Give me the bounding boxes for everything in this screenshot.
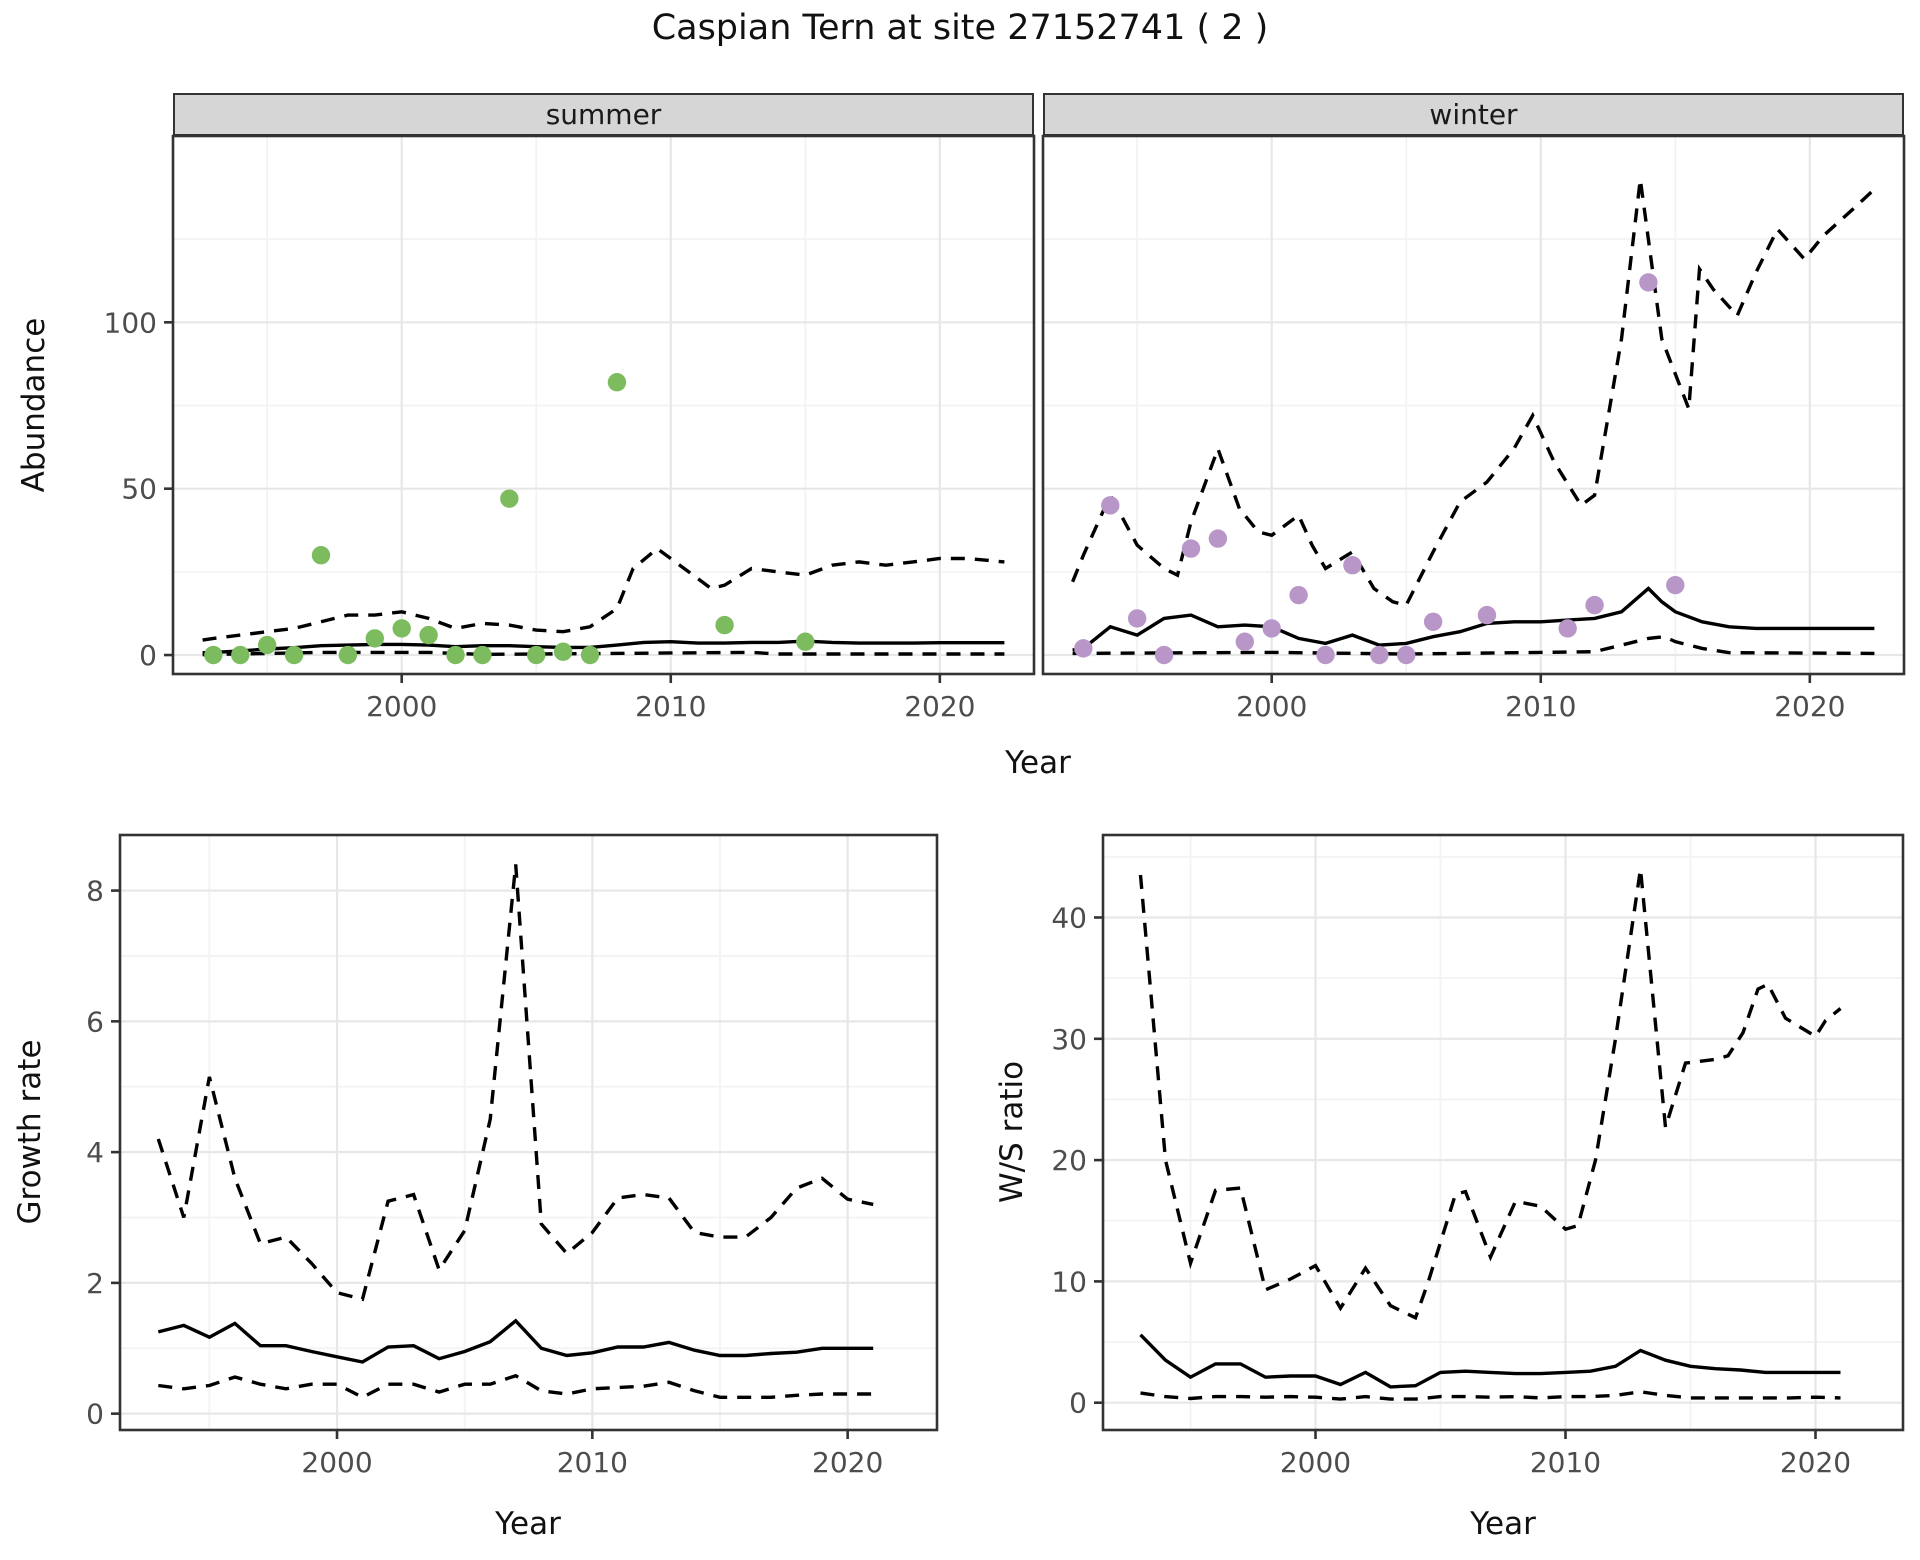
x-tick-label: 2000 xyxy=(1236,690,1307,723)
growth-rate-median-line xyxy=(157,1318,874,1364)
summer-abundance-point xyxy=(446,645,465,665)
summer-abundance-upper_ci-line xyxy=(202,546,1005,642)
winter-abundance-point xyxy=(1181,539,1201,558)
winter-abundance-point xyxy=(1397,645,1416,665)
x-axis-title-year-bottom-right: Year xyxy=(1470,1506,1536,1542)
y-tick-label: 20 xyxy=(1051,1144,1087,1177)
winter-abundance-lower_ci-line xyxy=(1072,634,1875,656)
winter-abundance-upper_ci-line xyxy=(1071,179,1876,608)
x-tick-label: 2010 xyxy=(1505,690,1576,723)
winter-abundance-median-line xyxy=(1072,586,1875,652)
summer-abundance-point xyxy=(257,635,277,655)
x-tick-label: 2010 xyxy=(635,690,706,723)
winter-abundance-point xyxy=(1101,496,1120,515)
y-axis-title-ws-ratio: W/S ratio xyxy=(994,1060,1030,1204)
winter-abundance-point xyxy=(1423,612,1443,631)
panel-growth-rate: 2000 2010 2020 0 2 4 6 8 xyxy=(86,833,939,1479)
winter-abundance-point xyxy=(1370,645,1389,665)
y-tick-label: 30 xyxy=(1051,1023,1087,1056)
panel-winter-abundance: 2000 2010 2020 xyxy=(1041,134,1906,723)
facet-strip-summer: summer xyxy=(173,93,1034,136)
y-tick-label: 100 xyxy=(104,306,157,339)
ws-ratio-lower_ci-line xyxy=(1140,1390,1841,1401)
winter-abundance-point xyxy=(1154,645,1174,665)
summer-abundance-point xyxy=(500,489,519,508)
y-tick-label: 0 xyxy=(86,1398,104,1431)
x-tick-label: 2010 xyxy=(1530,1446,1601,1479)
facet-strip-summer-label: summer xyxy=(545,98,662,131)
x-tick-label: 2010 xyxy=(557,1446,628,1479)
facet-strip-winter: winter xyxy=(1043,93,1904,136)
winter-abundance-point xyxy=(1477,605,1497,625)
summer-abundance-point xyxy=(715,615,734,635)
y-tick-label: 2 xyxy=(86,1267,104,1300)
x-tick-label: 2020 xyxy=(812,1446,883,1479)
summer-abundance-point xyxy=(204,645,223,665)
x-tick-label: 2000 xyxy=(366,690,437,723)
summer-abundance-point xyxy=(553,642,573,661)
winter-abundance-point xyxy=(1208,529,1228,548)
facet-strip-winter-label: winter xyxy=(1429,98,1518,131)
winter-abundance-point xyxy=(1585,595,1604,615)
y-axis-title-abundance: Abundance xyxy=(16,317,52,493)
x-axis-title-year-top: Year xyxy=(1005,745,1071,781)
winter-abundance-point xyxy=(1074,639,1093,658)
chart-title: Caspian Tern at site 27152741 ( 2 ) xyxy=(651,8,1269,48)
y-tick-label: 4 xyxy=(86,1136,104,1169)
winter-abundance-point xyxy=(1666,575,1685,595)
y-tick-label: 6 xyxy=(86,1005,104,1038)
y-tick-label: 40 xyxy=(1051,901,1087,934)
x-tick-label: 2020 xyxy=(1774,690,1845,723)
growth-rate-lower_ci-line xyxy=(158,1373,874,1400)
panel-ws-ratio: 2000 2010 2020 0 10 20 30 40 xyxy=(1051,833,1905,1479)
winter-abundance-point xyxy=(1127,609,1147,628)
summer-abundance-point xyxy=(607,373,627,392)
summer-abundance-point xyxy=(796,632,815,651)
winter-abundance-point xyxy=(1558,619,1577,638)
summer-abundance-point xyxy=(580,645,600,665)
summer-abundance-point xyxy=(365,629,384,648)
y-tick-label: 0 xyxy=(1069,1387,1087,1420)
summer-abundance-point xyxy=(284,645,304,665)
summer-abundance-point xyxy=(311,546,331,565)
y-tick-label: 8 xyxy=(86,875,104,908)
winter-abundance-point xyxy=(1343,556,1362,575)
x-tick-label: 2000 xyxy=(1280,1446,1351,1479)
x-tick-label: 2000 xyxy=(301,1446,372,1479)
ws-ratio-upper_ci-line xyxy=(1138,868,1842,1321)
x-tick-label: 2020 xyxy=(1780,1446,1851,1479)
panel-summer-abundance: 2000 2010 2020 0 50 100 xyxy=(104,134,1036,723)
winter-abundance-point xyxy=(1262,619,1281,638)
winter-abundance-point xyxy=(1316,645,1335,665)
x-axis-title-year-bottom-left: Year xyxy=(495,1506,561,1542)
y-axis-title-growth-rate: Growth rate xyxy=(12,1039,48,1225)
summer-abundance-point xyxy=(392,619,411,638)
y-tick-label: 10 xyxy=(1051,1265,1087,1298)
winter-abundance-point xyxy=(1289,585,1308,605)
summer-abundance-point xyxy=(338,645,358,665)
y-tick-label: 50 xyxy=(121,473,157,506)
growth-rate-upper_ci-line xyxy=(156,864,874,1302)
summer-abundance-point xyxy=(419,625,438,645)
ws-ratio-median-line xyxy=(1139,1333,1841,1389)
y-tick-label: 0 xyxy=(139,639,157,672)
summer-abundance-point xyxy=(473,645,492,665)
winter-abundance-point xyxy=(1235,632,1254,651)
winter-abundance-point xyxy=(1639,273,1658,292)
summer-abundance-point xyxy=(527,645,546,665)
x-tick-label: 2020 xyxy=(904,690,975,723)
summer-abundance-point xyxy=(231,645,250,665)
